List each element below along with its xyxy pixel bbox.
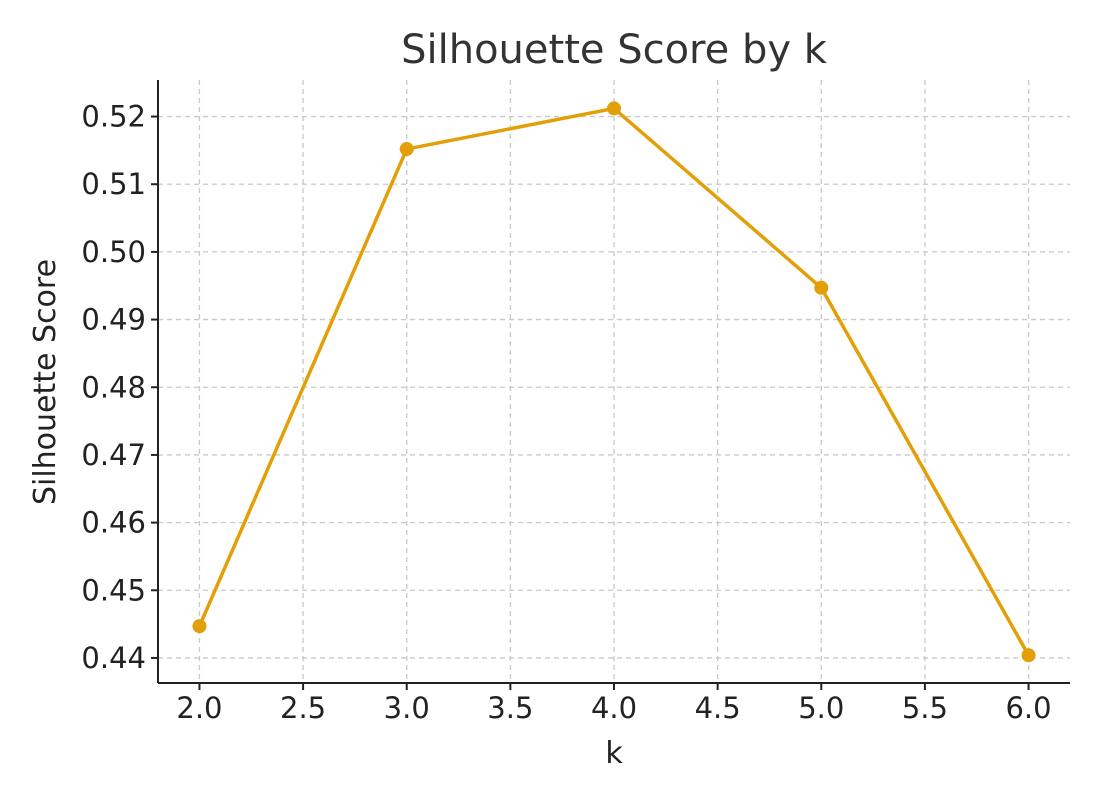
y-tick-label: 0.45 xyxy=(81,573,146,607)
data-point xyxy=(607,101,621,116)
y-tick-label: 0.50 xyxy=(81,235,146,269)
x-tick-label: 3.0 xyxy=(384,691,430,725)
x-tick-label: 6.0 xyxy=(1005,691,1051,725)
x-axis-label: k xyxy=(605,736,623,771)
y-tick-label: 0.51 xyxy=(81,167,146,201)
series-layer xyxy=(192,101,1036,663)
y-tick-label: 0.46 xyxy=(81,506,146,540)
ticks-layer: 2.0 2.5 3.0 3.5 4.0 4.5 5.0 5.5 6.0 0.44 0.45 0.46 0… xyxy=(81,100,1051,725)
x-tick-label: 4.5 xyxy=(695,691,741,725)
data-point xyxy=(814,280,829,295)
grid-layer xyxy=(158,80,1070,683)
x-tick-label: 4.0 xyxy=(591,691,637,725)
x-tick-label: 2.5 xyxy=(280,691,326,725)
x-tick-label: 5.0 xyxy=(798,691,844,725)
x-tick-label: 2.0 xyxy=(176,691,222,725)
y-axis-label: Silhouette Score xyxy=(28,259,63,505)
y-tick-label: 0.47 xyxy=(81,438,146,472)
data-point xyxy=(192,619,207,634)
data-point xyxy=(399,142,414,157)
y-tick-label: 0.48 xyxy=(81,370,146,404)
chart-title: Silhouette Score by k xyxy=(401,27,828,73)
y-tick-label: 0.49 xyxy=(81,303,146,337)
x-tick-label: 3.5 xyxy=(487,691,533,725)
y-tick-label: 0.44 xyxy=(81,641,146,675)
y-tick-label: 0.52 xyxy=(81,100,146,134)
x-tick-label: 5.5 xyxy=(902,691,948,725)
data-point xyxy=(1021,648,1036,663)
